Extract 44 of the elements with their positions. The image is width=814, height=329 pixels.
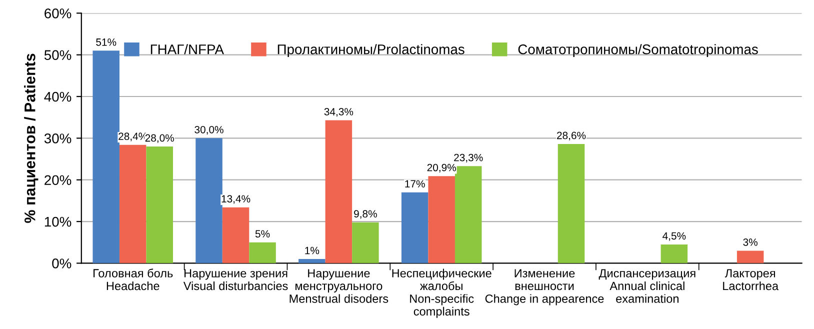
bar bbox=[325, 120, 352, 264]
x-tick-label: Головная боль Headache bbox=[94, 268, 173, 290]
x-tick-label: Лакторея Lactorrhea bbox=[723, 269, 779, 290]
data-label: 30,0% bbox=[194, 126, 224, 135]
y-tick-label: 40% bbox=[44, 92, 72, 102]
bar bbox=[222, 207, 250, 264]
x-tick-label: Нарушение менструального Menstrual disoders bbox=[290, 269, 388, 303]
bar bbox=[92, 50, 120, 264]
data-label: 13,4% bbox=[222, 195, 250, 204]
bar bbox=[401, 192, 428, 264]
legend-label: Соматотропиномы/Somatotropinomas bbox=[518, 44, 758, 58]
legend-label: ГНАГ/NFPA bbox=[150, 44, 224, 54]
y-tick-label: 30% bbox=[44, 134, 72, 144]
x-tick-label: Нарушение зрения Visual disturbancies bbox=[183, 269, 288, 290]
data-label: 28,6% bbox=[557, 132, 586, 140]
bar bbox=[660, 244, 688, 264]
data-label: 51% bbox=[96, 38, 116, 46]
bar bbox=[736, 250, 764, 264]
bar bbox=[249, 242, 276, 264]
bar bbox=[352, 222, 379, 264]
y-tick-label: 10% bbox=[44, 216, 72, 227]
data-label: 23,3% bbox=[454, 154, 483, 162]
data-label: 20,9% bbox=[427, 164, 456, 172]
data-label: 28,0% bbox=[145, 134, 174, 143]
bar bbox=[428, 176, 455, 264]
legend-label: Пролактиномы/Prolactinomas bbox=[278, 44, 464, 58]
y-tick-label: 0% bbox=[52, 258, 72, 268]
data-label: 17% bbox=[405, 180, 425, 188]
bar bbox=[146, 146, 173, 264]
data-label: 4,5% bbox=[662, 232, 686, 241]
data-label: 9,8% bbox=[354, 210, 377, 219]
y-tick-label: 20% bbox=[44, 175, 72, 186]
bar bbox=[454, 166, 482, 264]
bar bbox=[298, 259, 326, 264]
y-tick-label: 60% bbox=[44, 8, 72, 18]
bar bbox=[558, 144, 585, 264]
bar bbox=[196, 138, 222, 264]
bar bbox=[119, 144, 146, 264]
data-label: 34,3% bbox=[324, 108, 354, 117]
y-axis-title: % пациентов / Patients bbox=[24, 54, 38, 223]
data-label: 1% bbox=[305, 246, 320, 254]
y-tick-label: 50% bbox=[44, 50, 72, 60]
data-label: 5% bbox=[255, 230, 270, 238]
data-label: 3% bbox=[743, 238, 758, 246]
